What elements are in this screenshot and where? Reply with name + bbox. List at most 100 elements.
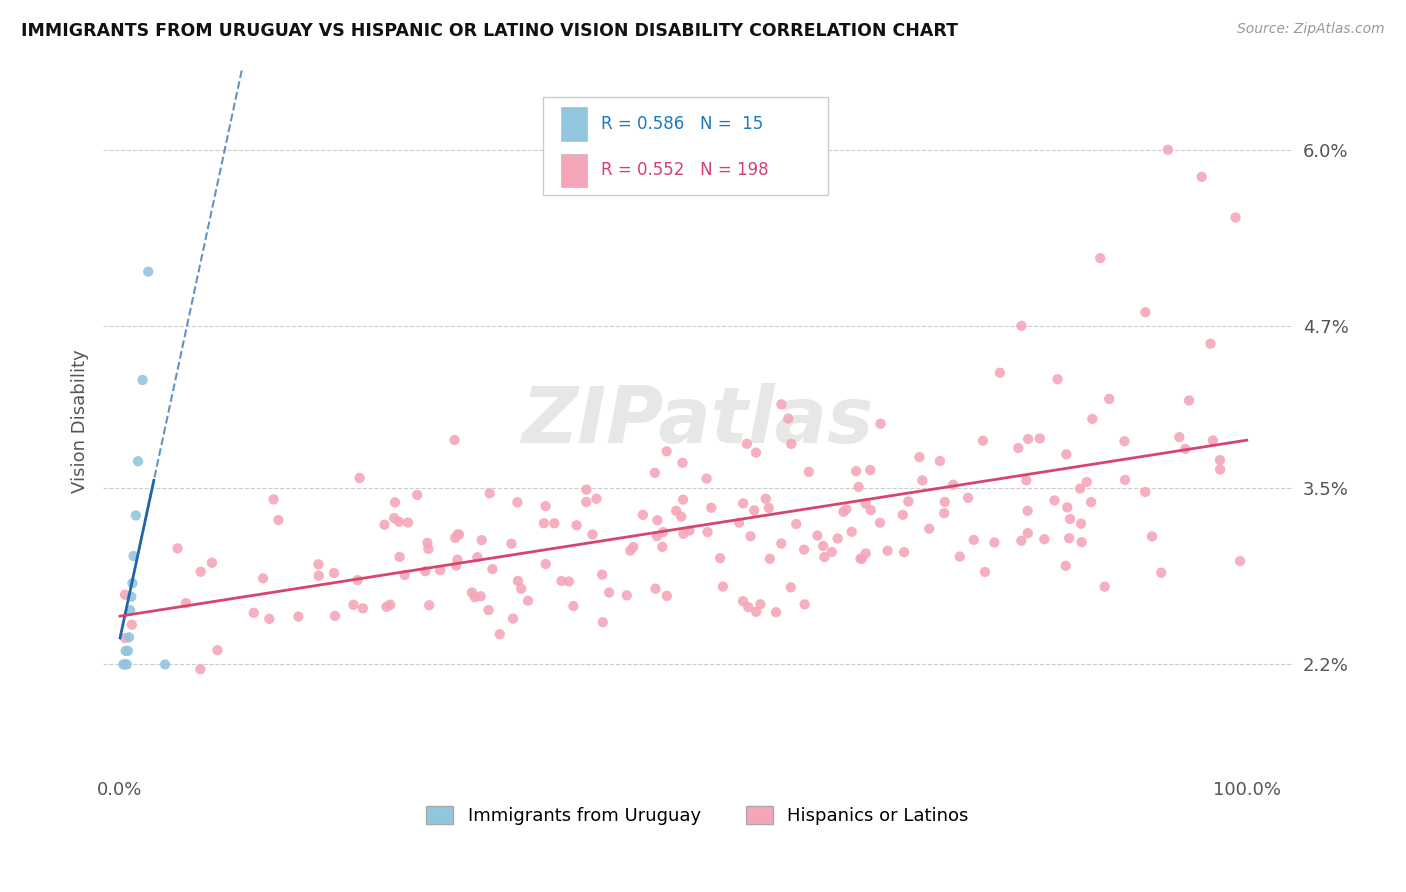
Point <box>832 505 855 519</box>
Point <box>114 588 136 602</box>
Point <box>811 539 834 553</box>
Point <box>380 598 402 612</box>
Point <box>897 494 920 508</box>
Point <box>429 563 451 577</box>
Point <box>891 508 914 522</box>
Point <box>942 477 965 491</box>
Text: Source: ZipAtlas.com: Source: ZipAtlas.com <box>1237 22 1385 37</box>
Point <box>418 599 440 613</box>
Point <box>375 599 398 614</box>
Point <box>696 524 718 539</box>
Point <box>446 552 468 566</box>
Point <box>711 580 734 594</box>
Point <box>770 536 793 550</box>
Point <box>758 500 780 515</box>
Point <box>1140 529 1163 543</box>
Point <box>550 574 572 588</box>
Point <box>848 480 870 494</box>
Point <box>1114 473 1136 487</box>
Point <box>575 483 598 497</box>
Point <box>394 568 416 582</box>
Point <box>464 591 486 605</box>
Point <box>349 471 371 485</box>
Point <box>793 598 815 612</box>
Point <box>1059 512 1081 526</box>
Point <box>779 580 801 594</box>
Point <box>1080 495 1102 509</box>
FancyBboxPatch shape <box>561 153 586 187</box>
Point <box>1133 485 1156 500</box>
Point <box>855 546 877 560</box>
Point <box>1015 473 1038 487</box>
Point <box>190 565 212 579</box>
Point <box>263 492 285 507</box>
Point <box>1010 318 1032 333</box>
Point <box>821 545 844 559</box>
Point <box>983 535 1005 549</box>
Point <box>543 516 565 531</box>
Point <box>672 492 695 507</box>
Point <box>506 574 529 588</box>
Point <box>869 516 891 530</box>
Point <box>733 594 755 608</box>
Point <box>1007 441 1029 455</box>
Point <box>1070 535 1092 549</box>
Point <box>443 433 465 447</box>
Point <box>709 551 731 566</box>
Point <box>444 531 467 545</box>
Point <box>644 466 666 480</box>
Point <box>591 567 613 582</box>
Point <box>1135 305 1157 319</box>
Point <box>869 417 891 431</box>
Point <box>1070 516 1092 531</box>
Point <box>745 605 768 619</box>
Point <box>581 527 603 541</box>
Point <box>974 565 997 579</box>
Point <box>502 612 524 626</box>
Point <box>1076 475 1098 489</box>
Point <box>352 601 374 615</box>
Point <box>740 529 762 543</box>
Point <box>242 606 264 620</box>
Point <box>406 488 429 502</box>
Point <box>121 576 143 591</box>
Point <box>621 540 644 554</box>
Point <box>533 516 555 531</box>
Point <box>619 543 641 558</box>
Point <box>346 573 368 587</box>
Point <box>827 532 849 546</box>
Point <box>1199 336 1222 351</box>
Point <box>1178 393 1201 408</box>
Point <box>488 627 510 641</box>
Point <box>1114 434 1136 449</box>
Point <box>267 513 290 527</box>
FancyBboxPatch shape <box>561 107 586 141</box>
Point <box>1225 211 1247 225</box>
Point <box>1150 566 1173 580</box>
Point <box>517 593 540 607</box>
Point <box>562 599 585 613</box>
Point <box>446 558 468 573</box>
Point <box>481 562 503 576</box>
Text: R = 0.552   N = 198: R = 0.552 N = 198 <box>602 161 769 179</box>
Point <box>631 508 654 522</box>
Point <box>733 496 755 510</box>
Point <box>307 558 329 572</box>
Point <box>471 533 494 548</box>
Point <box>1029 432 1052 446</box>
Point <box>565 518 588 533</box>
Point <box>1056 500 1078 515</box>
Point <box>911 474 934 488</box>
Point <box>120 590 142 604</box>
Point <box>1054 558 1077 573</box>
Point <box>447 527 470 541</box>
Point <box>1010 533 1032 548</box>
Point <box>785 516 807 531</box>
Point <box>252 571 274 585</box>
Point <box>1209 462 1232 476</box>
Point <box>671 509 693 524</box>
Point <box>461 585 484 599</box>
Point <box>382 511 405 525</box>
Point <box>1017 504 1039 518</box>
Point <box>735 436 758 450</box>
